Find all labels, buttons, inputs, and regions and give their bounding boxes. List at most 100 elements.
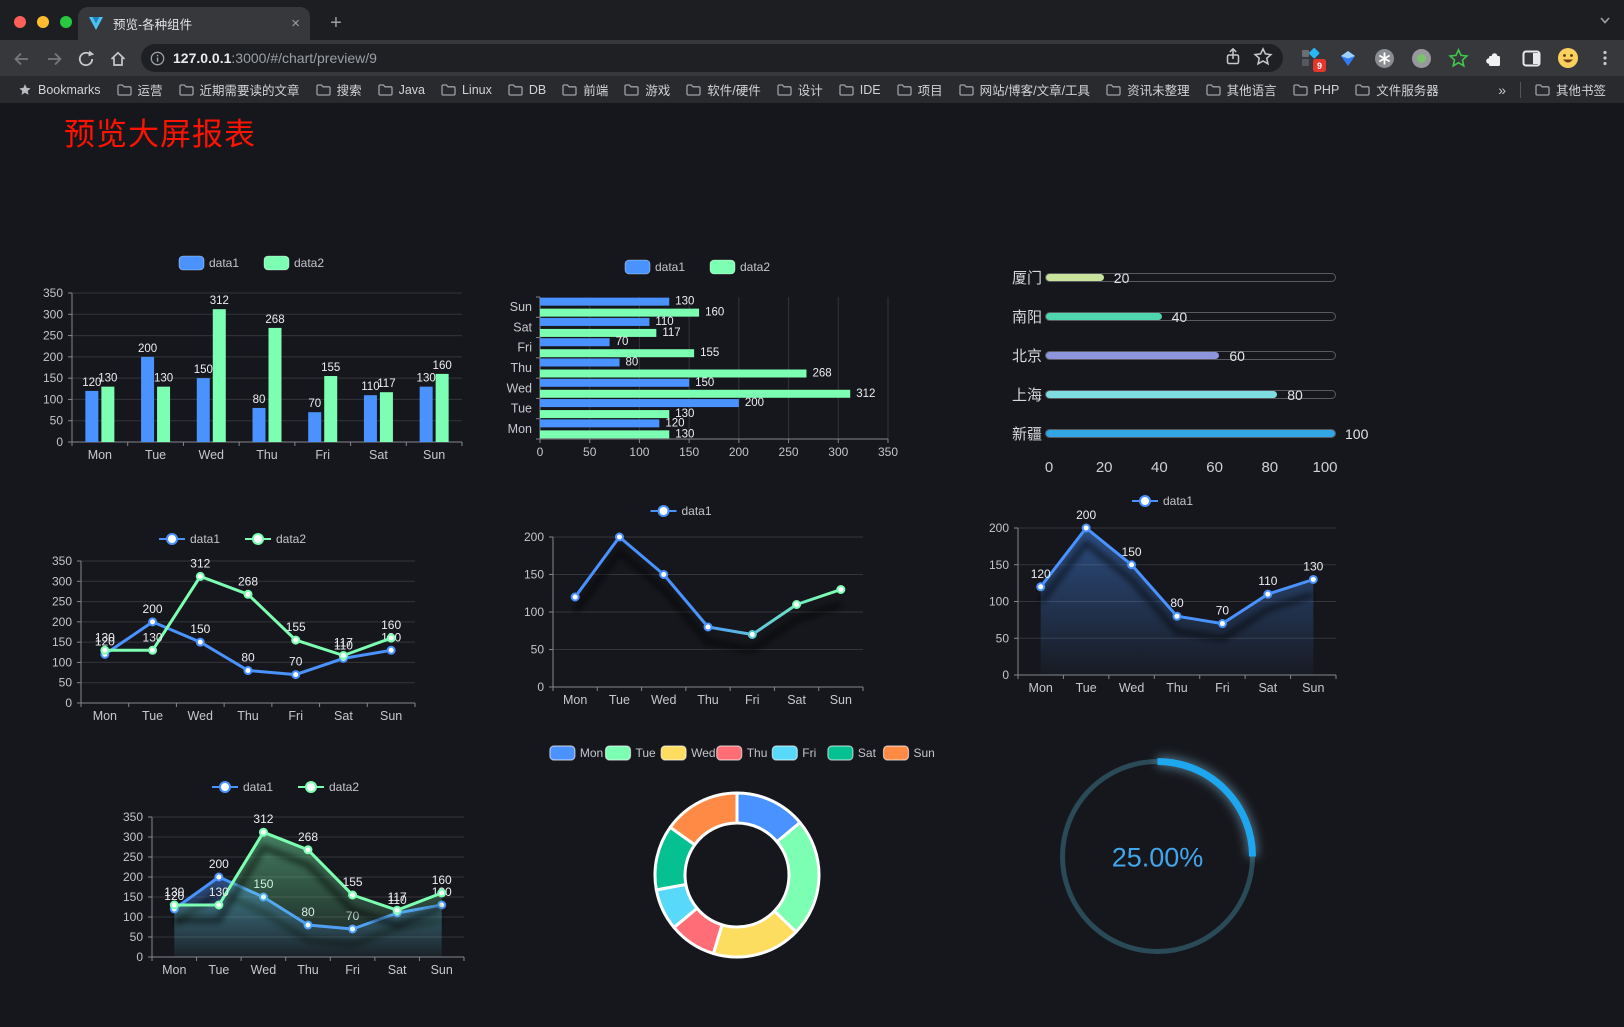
svg-text:130: 130 xyxy=(209,885,229,899)
bookmark-item[interactable]: Linux xyxy=(433,83,500,97)
bookmark-item[interactable]: 文件服务器 xyxy=(1347,80,1447,99)
legend-item-Mon[interactable]: Mon xyxy=(549,745,603,761)
svg-text:130: 130 xyxy=(98,373,117,385)
back-button[interactable] xyxy=(9,47,33,71)
svg-text:data1: data1 xyxy=(190,532,220,546)
bookmark-item[interactable]: 软件/硬件 xyxy=(678,80,768,99)
svg-text:130: 130 xyxy=(675,428,694,440)
svg-text:100: 100 xyxy=(989,595,1009,609)
address-bar[interactable]: 127.0.0.1:3000/#/chart/preview/9 xyxy=(141,44,1283,72)
axis-tick-label: 60 xyxy=(1206,459,1223,476)
browser-tab[interactable]: 预览-各种组件 × xyxy=(78,7,310,40)
svg-text:Sun: Sun xyxy=(830,693,852,707)
bookmark-label: IDE xyxy=(859,82,881,97)
bookmark-item[interactable]: 项目 xyxy=(889,80,951,99)
bookmark-item[interactable]: Java xyxy=(370,83,433,97)
page-info-icon[interactable] xyxy=(150,51,165,66)
bookmark-item[interactable]: 搜索 xyxy=(308,80,370,99)
bookmark-item[interactable]: 近期需要读的文章 xyxy=(171,80,308,99)
asterisk-circle-icon[interactable] xyxy=(1372,45,1398,71)
bookmark-item[interactable]: 运营 xyxy=(109,80,171,99)
bookmark-item[interactable]: 网站/博客/文章/工具 xyxy=(951,80,1098,99)
new-tab-button[interactable]: + xyxy=(330,11,342,34)
star-outline-icon[interactable] xyxy=(1445,45,1471,71)
bar-grouped-canvas: 0 50 100 150 200 250 300 350 Mon Tue Wed Thu Fri Sat S… xyxy=(43,255,463,462)
tab-close-icon[interactable]: × xyxy=(291,15,300,32)
donut-chart: Mon Tue Wed Thu Fri Sat Sun xyxy=(545,743,937,1005)
green-dot-circle-icon[interactable] xyxy=(1408,45,1434,71)
bookmark-item[interactable]: IDE xyxy=(831,83,889,97)
bookmark-item[interactable]: 其他语言 xyxy=(1198,80,1285,99)
axis-tick-label: 100 xyxy=(1312,459,1338,476)
bookmark-label: 近期需要读的文章 xyxy=(199,84,300,98)
legend-item-data2[interactable]: data2 xyxy=(709,259,770,275)
svg-text:50: 50 xyxy=(59,676,73,690)
legend-item-Sun[interactable]: Sun xyxy=(882,745,935,761)
emoji-face-icon[interactable] xyxy=(1555,45,1581,71)
legend-item-data1[interactable]: data1 xyxy=(159,532,220,546)
puzzle-icon[interactable] xyxy=(1482,45,1508,71)
folder-icon xyxy=(562,84,577,96)
share-icon[interactable] xyxy=(1222,46,1244,73)
svg-text:50: 50 xyxy=(996,631,1010,645)
svg-text:155: 155 xyxy=(321,362,340,374)
donut-slice-Sun[interactable] xyxy=(668,791,739,847)
tab-overflow-chevron-icon[interactable] xyxy=(1598,13,1612,32)
legend-item-data1[interactable]: data1 xyxy=(178,255,239,271)
svg-text:Sat: Sat xyxy=(369,448,388,462)
legend-item-Wed[interactable]: Wed xyxy=(660,745,716,761)
legend-item-Fri[interactable]: Fri xyxy=(771,745,816,761)
site-favicon-icon xyxy=(89,17,103,30)
grid-diamond-icon[interactable]: 9 xyxy=(1298,45,1326,72)
url-text[interactable]: 127.0.0.1:3000/#/chart/preview/9 xyxy=(173,50,377,66)
reload-button[interactable] xyxy=(74,47,98,71)
legend-item-Tue[interactable]: Tue xyxy=(604,745,657,761)
minimize-button[interactable] xyxy=(37,16,49,28)
svg-text:110: 110 xyxy=(334,638,353,652)
folder-icon xyxy=(624,84,639,96)
svg-text:130: 130 xyxy=(675,408,694,420)
svg-text:120: 120 xyxy=(164,889,184,903)
bookmark-label: 搜索 xyxy=(336,84,362,98)
bookmark-item[interactable]: 设计 xyxy=(769,80,831,99)
bookmark-item[interactable]: PHP xyxy=(1285,83,1348,97)
bookmark-item[interactable]: 资讯未整理 xyxy=(1098,80,1198,99)
legend-item-data1[interactable]: data1 xyxy=(1132,494,1193,508)
legend-item-data2[interactable]: data2 xyxy=(245,532,306,546)
forward-button[interactable] xyxy=(43,47,67,71)
close-button[interactable] xyxy=(14,16,26,28)
axis-tick-label: 40 xyxy=(1151,459,1168,476)
progress-label: 南阳 xyxy=(1012,308,1043,326)
legend-item-data2[interactable]: data2 xyxy=(263,255,324,271)
legend-item-data1[interactable]: data1 xyxy=(650,504,712,518)
bookmark-star-icon[interactable] xyxy=(1252,46,1274,73)
svg-text:Sat: Sat xyxy=(388,963,407,977)
legend-item-data1[interactable]: data1 xyxy=(624,259,685,275)
legend-item-data1[interactable]: data1 xyxy=(212,780,273,794)
donut-slice-Wed[interactable] xyxy=(711,909,798,959)
gem-icon[interactable] xyxy=(1335,45,1361,71)
kebab-menu-icon[interactable] xyxy=(1592,45,1618,71)
legend-item-Thu[interactable]: Thu xyxy=(716,745,768,761)
zoom-button[interactable] xyxy=(60,16,72,28)
bookmark-item[interactable]: DB xyxy=(500,83,554,97)
split-square-icon[interactable] xyxy=(1519,45,1545,71)
svg-text:Tue: Tue xyxy=(1076,681,1097,695)
progress-track: 20 xyxy=(1045,270,1336,286)
bookmarks-overflow-button[interactable]: » xyxy=(1498,81,1506,98)
other-bookmarks-folder[interactable]: 其他书签 xyxy=(1527,80,1614,99)
svg-text:130: 130 xyxy=(1303,559,1323,573)
legend-item-data2[interactable]: data2 xyxy=(298,780,359,794)
window-controls xyxy=(14,16,72,28)
bookmark-item[interactable]: 前端 xyxy=(554,80,616,99)
folder-icon xyxy=(686,84,701,96)
bookmark-item[interactable]: Bookmarks xyxy=(10,83,109,97)
bookmark-item[interactable]: 游戏 xyxy=(616,80,678,99)
svg-text:130: 130 xyxy=(143,630,163,644)
bookmark-label: DB xyxy=(528,82,547,97)
svg-text:Sun: Sun xyxy=(431,963,453,977)
progress-label: 厦门 xyxy=(1012,269,1043,287)
bookmark-label: 其他书签 xyxy=(1555,84,1606,98)
home-button[interactable] xyxy=(106,47,130,71)
legend-item-Sat[interactable]: Sat xyxy=(827,745,877,761)
